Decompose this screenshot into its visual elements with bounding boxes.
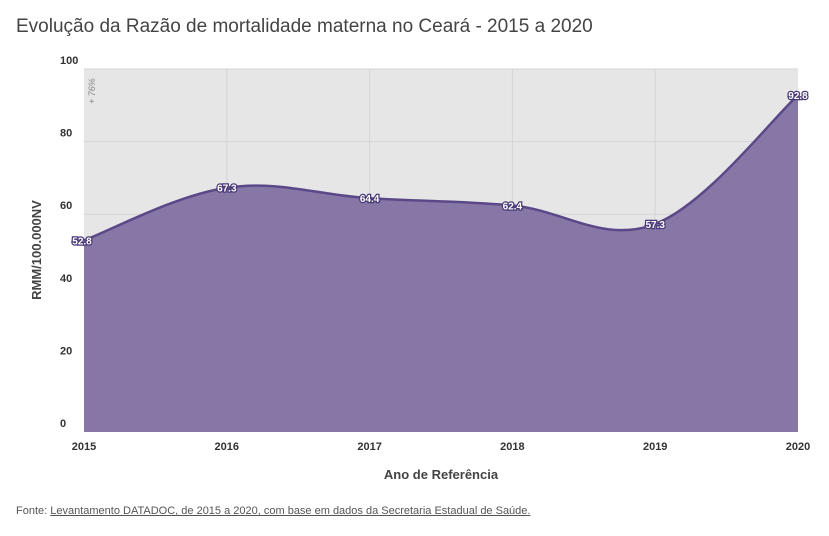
source-prefix: Fonte: [16, 505, 51, 517]
x-tick-label: 2015 [72, 441, 96, 453]
series-line [83, 94, 799, 242]
data-label: 57.3 [645, 220, 665, 231]
y-axis-label: RMM/100.000NV [29, 200, 44, 300]
y-tick-label: 100 [60, 55, 78, 67]
source-footer: Fonte: Levantamento DATADOC, de 2015 a 2… [16, 505, 530, 517]
y-tick-label: 80 [60, 128, 72, 140]
x-tick-label: 2016 [215, 441, 239, 453]
data-label: 67.3 [217, 184, 237, 195]
x-tick-label: 2018 [500, 441, 524, 453]
x-tick-label: 2020 [786, 441, 810, 453]
y-tick-label: 20 [60, 345, 72, 357]
y-axis-ticks: 0 20 40 60 80 100 [60, 55, 78, 430]
source-link[interactable]: Levantamento DATADOC, de 2015 a 2020, co… [50, 505, 531, 517]
x-axis-label: Ano de Referência [384, 467, 499, 482]
change-annotation: + 76% [87, 78, 97, 104]
data-label: 92.8 [788, 91, 808, 102]
series-area [84, 95, 798, 433]
x-axis-ticks: 2015 2016 2017 2018 2019 2020 [72, 441, 810, 453]
x-tick-label: 2017 [357, 441, 381, 453]
data-label: 62.4 [503, 201, 523, 212]
y-tick-label: 40 [60, 273, 72, 285]
x-tick-label: 2019 [643, 441, 667, 453]
data-label: 52.8 [72, 236, 92, 247]
chart-title: Evolução da Razão de mortalidade materna… [16, 16, 593, 37]
data-labels: 52.8 67.3 64.4 62.4 57.3 92.8 [71, 90, 809, 249]
data-label: 64.4 [360, 194, 380, 205]
y-tick-label: 60 [60, 200, 72, 212]
y-tick-label: 0 [60, 418, 66, 430]
